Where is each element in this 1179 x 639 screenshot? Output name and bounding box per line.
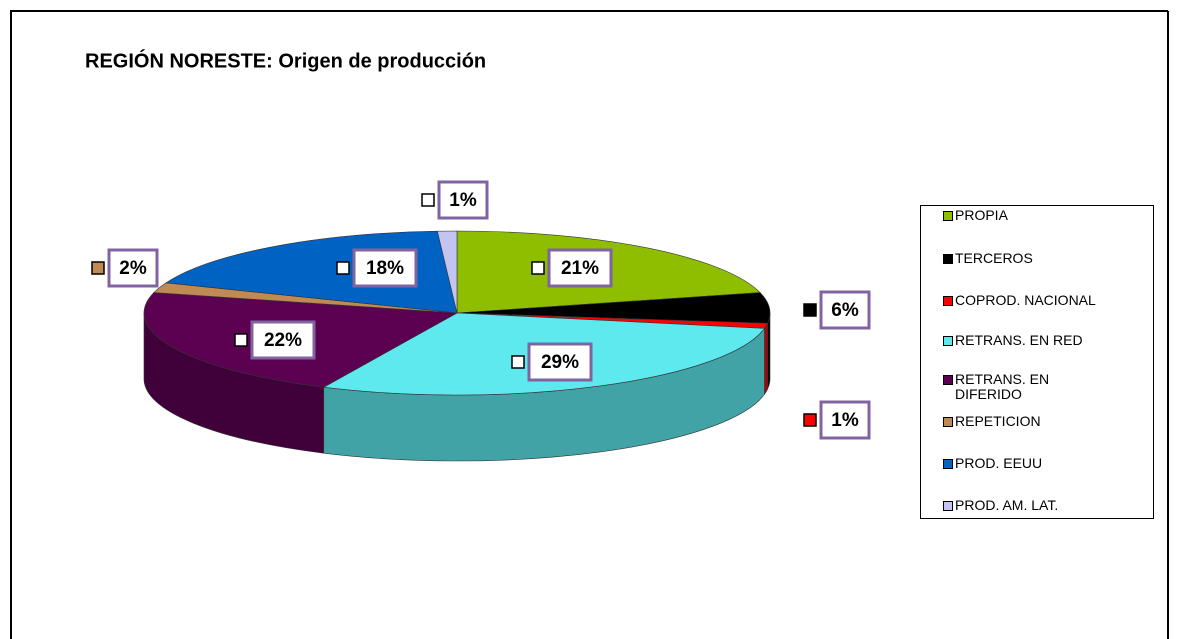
data-label-box (107, 248, 159, 288)
data-label-box (437, 180, 489, 220)
data-label: 22% (264, 330, 302, 351)
slice (456, 292, 771, 324)
data-label-box (352, 248, 418, 288)
data-label-key (511, 355, 525, 369)
data-label: 29% (541, 352, 579, 373)
legend-swatch (943, 375, 953, 385)
data-label-key (91, 261, 105, 275)
legend-swatch (943, 296, 953, 306)
legend-label: RETRANS. EN DIFERIDO (955, 371, 1050, 402)
data-label-key (803, 413, 817, 427)
legend-label: REPETICION (955, 413, 1041, 429)
legend-label: COPROD. NACIONAL (955, 292, 1096, 308)
data-label-box (819, 400, 871, 440)
legend-label: PROPIA (955, 207, 1008, 223)
legend-swatch (943, 254, 953, 264)
data-label-key (803, 303, 817, 317)
legend-swatch (943, 211, 953, 221)
legend-swatch (943, 417, 953, 427)
legend-item: PROD. EEUU (943, 456, 1105, 471)
data-label-key (531, 261, 545, 275)
legend-item: PROPIA (943, 208, 1105, 223)
slice-side (767, 312, 771, 390)
slice-side (764, 323, 768, 396)
legend-item: PROD. AM. LAT. (943, 498, 1105, 513)
legend-label: PROD. EEUU (955, 455, 1043, 471)
data-label-key (234, 333, 248, 347)
data-label: 21% (561, 258, 599, 279)
data-label: 1% (449, 190, 477, 211)
legend-label: PROD. AM. LAT. (955, 497, 1059, 513)
legend-item: TERCEROS (943, 251, 1105, 266)
data-label-box (547, 248, 613, 288)
legend-item: RETRANS. EN RED (943, 333, 1105, 348)
legend-label: RETRANS. EN RED (955, 332, 1083, 348)
data-label-box (819, 290, 871, 330)
legend-swatch (943, 459, 953, 469)
legend-label: TERCEROS (955, 250, 1033, 266)
legend-swatch (943, 501, 953, 511)
data-label: 6% (831, 300, 859, 321)
legend: PROPIA TERCEROS COPROD. NACIONAL RETRANS. E… (920, 205, 1154, 519)
data-label: 2% (119, 258, 147, 279)
chart-title: REGIÓN NORESTE: Origen de producción (85, 48, 486, 72)
data-label: 1% (831, 410, 859, 431)
slice (436, 230, 458, 314)
legend-item: RETRANS. EN DIFERIDO (943, 372, 1105, 402)
data-label-key (421, 193, 435, 207)
legend-swatch (943, 336, 953, 346)
data-label-box (250, 320, 316, 360)
data-label-key (336, 261, 350, 275)
data-label-box (527, 342, 593, 382)
data-label: 18% (366, 258, 404, 279)
legend-item: COPROD. NACIONAL (943, 293, 1105, 308)
legend-item: REPETICION (943, 414, 1105, 429)
